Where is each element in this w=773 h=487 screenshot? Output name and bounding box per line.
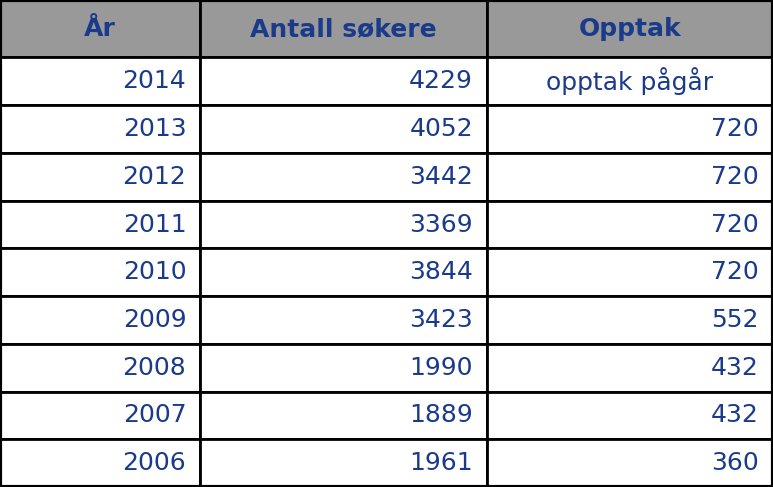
Text: 2014: 2014 bbox=[123, 69, 186, 94]
Bar bbox=[200, 153, 487, 201]
Text: 3442: 3442 bbox=[409, 165, 473, 189]
Text: 2009: 2009 bbox=[123, 308, 186, 332]
Text: Opptak: Opptak bbox=[579, 17, 681, 41]
Text: 3369: 3369 bbox=[410, 212, 473, 237]
Text: 1889: 1889 bbox=[410, 403, 473, 428]
Bar bbox=[487, 153, 773, 201]
Text: 2006: 2006 bbox=[123, 451, 186, 475]
Text: Antall søkere: Antall søkere bbox=[250, 17, 437, 41]
Text: 2012: 2012 bbox=[123, 165, 186, 189]
Bar bbox=[200, 344, 487, 392]
Text: 432: 432 bbox=[711, 403, 759, 428]
Bar bbox=[200, 57, 487, 105]
Text: 4229: 4229 bbox=[409, 69, 473, 94]
Text: 720: 720 bbox=[711, 260, 759, 284]
Text: 2008: 2008 bbox=[123, 356, 186, 380]
Bar bbox=[0, 105, 200, 153]
Text: 3423: 3423 bbox=[410, 308, 473, 332]
Text: 4052: 4052 bbox=[410, 117, 473, 141]
Bar bbox=[200, 296, 487, 344]
Bar bbox=[200, 105, 487, 153]
Bar bbox=[487, 296, 773, 344]
Text: År: År bbox=[84, 17, 116, 41]
Bar bbox=[0, 57, 200, 105]
Text: 3844: 3844 bbox=[409, 260, 473, 284]
Bar bbox=[0, 296, 200, 344]
Bar bbox=[200, 439, 487, 487]
Text: 2013: 2013 bbox=[123, 117, 186, 141]
Bar bbox=[487, 0, 773, 57]
Bar bbox=[0, 0, 200, 57]
Bar bbox=[487, 344, 773, 392]
Bar bbox=[200, 201, 487, 248]
Text: 552: 552 bbox=[712, 308, 759, 332]
Bar bbox=[487, 57, 773, 105]
Text: 720: 720 bbox=[711, 212, 759, 237]
Text: 2010: 2010 bbox=[123, 260, 186, 284]
Bar bbox=[0, 439, 200, 487]
Bar bbox=[487, 201, 773, 248]
Text: 720: 720 bbox=[711, 117, 759, 141]
Bar bbox=[0, 153, 200, 201]
Bar bbox=[487, 439, 773, 487]
Text: 432: 432 bbox=[711, 356, 759, 380]
Bar bbox=[0, 344, 200, 392]
Bar bbox=[0, 248, 200, 296]
Bar bbox=[487, 105, 773, 153]
Text: 2011: 2011 bbox=[123, 212, 186, 237]
Text: 1961: 1961 bbox=[410, 451, 473, 475]
Text: 1990: 1990 bbox=[410, 356, 473, 380]
Bar bbox=[487, 248, 773, 296]
Text: 720: 720 bbox=[711, 165, 759, 189]
Bar bbox=[487, 392, 773, 439]
Text: opptak pågår: opptak pågår bbox=[547, 67, 713, 95]
Text: 360: 360 bbox=[711, 451, 759, 475]
Bar bbox=[200, 0, 487, 57]
Bar bbox=[200, 392, 487, 439]
Bar bbox=[0, 201, 200, 248]
Bar bbox=[200, 248, 487, 296]
Text: 2007: 2007 bbox=[123, 403, 186, 428]
Bar bbox=[0, 392, 200, 439]
